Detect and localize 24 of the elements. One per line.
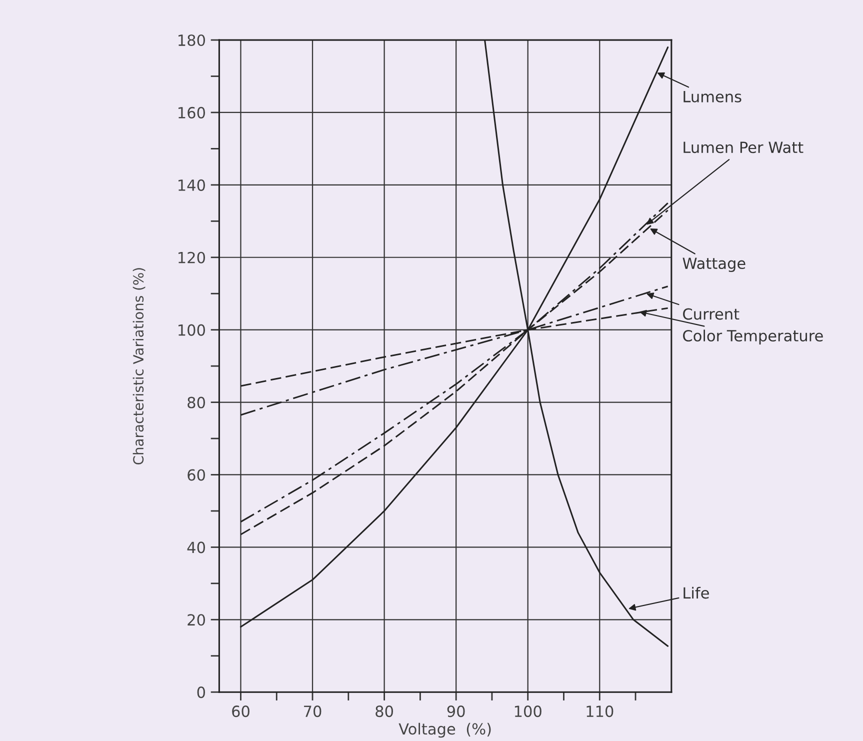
annotation: Color Temperature	[683, 330, 823, 344]
y-tick-label: 20	[188, 614, 205, 626]
annotation: Current	[683, 308, 740, 320]
x-tick-label: 80	[376, 706, 393, 718]
annotation: Life	[684, 586, 709, 599]
annotation: Lumen Per Watt	[684, 142, 804, 154]
x-tick-label: 90	[447, 706, 465, 718]
y-tick-label: 40	[187, 542, 205, 554]
y-tick-label: 120	[178, 252, 205, 264]
x-tick-label: 70	[304, 706, 322, 718]
annotation: Wattage	[682, 258, 746, 272]
x-tick-label: 100	[514, 706, 542, 718]
y-tick-label: 160	[178, 106, 205, 118]
y-axis-title: Characteristic Variations (%)	[132, 268, 146, 464]
y-tick-label: 140	[178, 179, 205, 191]
y-tick-label: 60	[188, 469, 205, 481]
annotation: Lumens	[684, 91, 742, 102]
y-tick-label: 100	[178, 324, 205, 336]
x-tick-label: 110	[586, 706, 614, 718]
x-axis-title: Voltage (%)	[398, 722, 491, 738]
y-tick-label: 180	[178, 34, 205, 46]
x-tick-label: 60	[232, 706, 250, 718]
y-tick-label: 0	[197, 686, 205, 698]
y-tick-label: 80	[188, 396, 205, 408]
